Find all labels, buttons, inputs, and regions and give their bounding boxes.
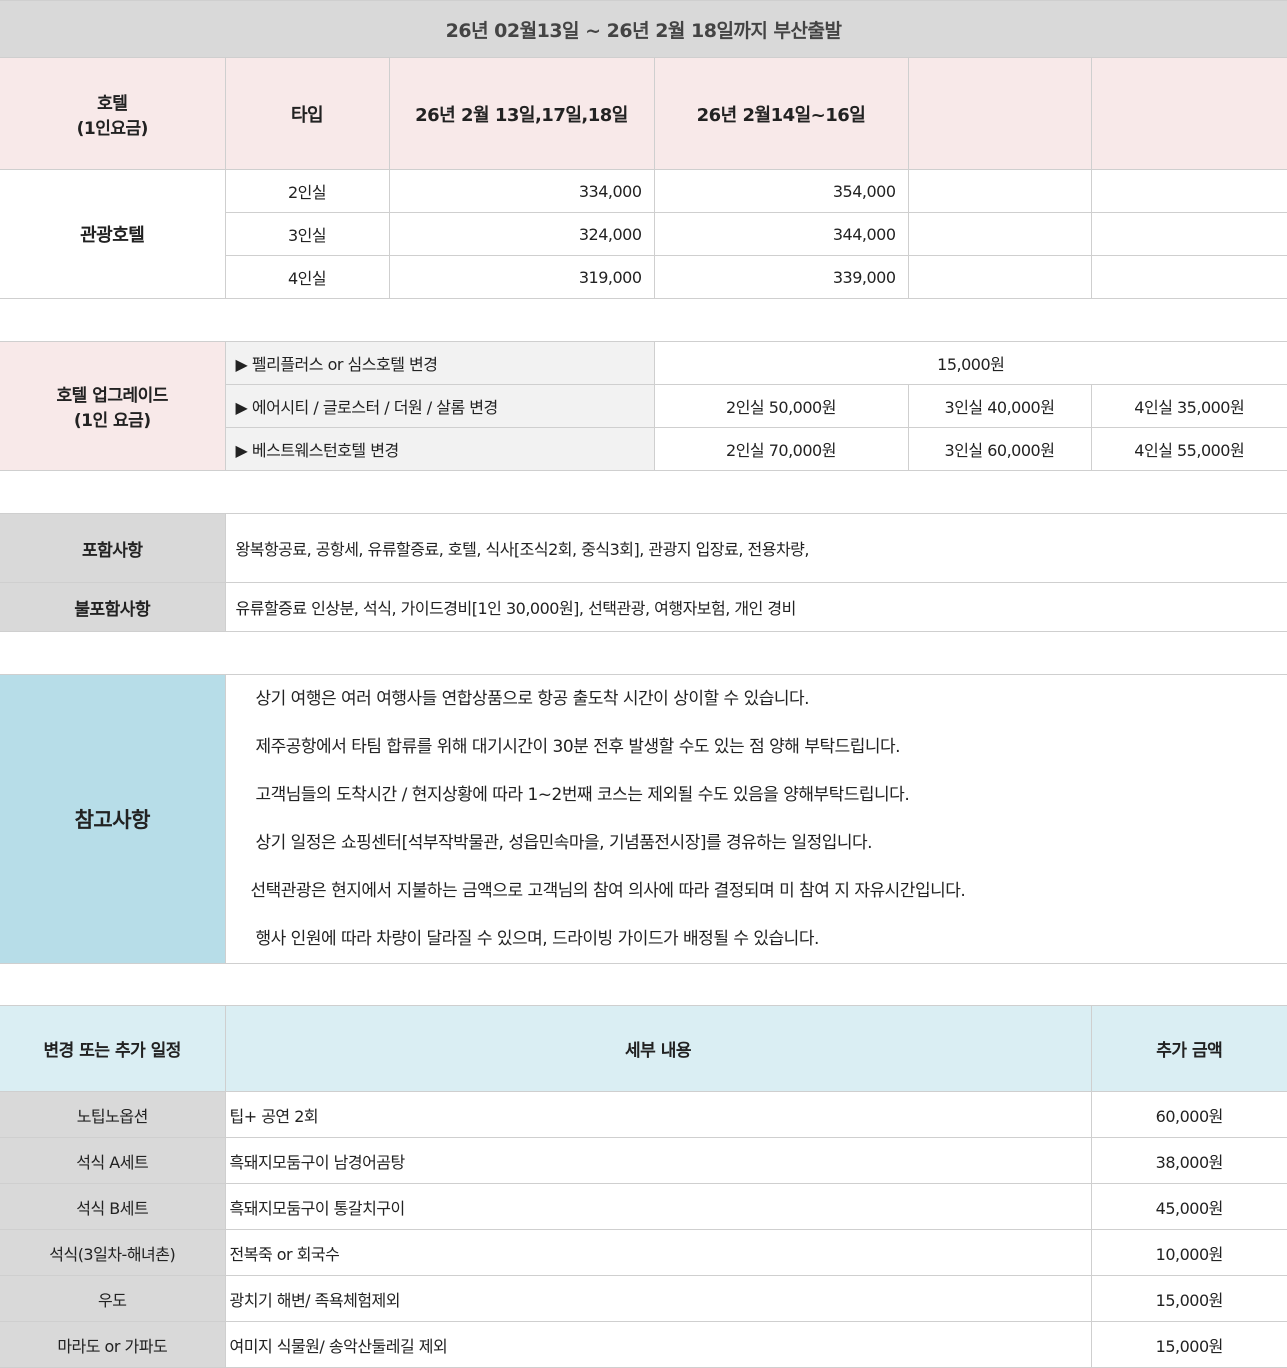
header-date-1: 26년 2월 13일,17일,18일 — [388, 57, 655, 170]
table-row: ▶ 베스트웨스턴호텔 변경 2인실 70,000원 3인실 60,000원 4인… — [0, 427, 1287, 471]
note-item: 제주공항에서 타팀 합류를 위해 대기시간이 30분 전후 발생할 수도 있는 … — [255, 737, 901, 757]
option-name: 석식(3일차-해녀촌) — [0, 1229, 226, 1276]
option-detail: 전복죽 or 회국수 — [224, 1229, 1092, 1276]
option-detail: 여미지 식물원/ 송악산둘레길 제외 — [224, 1321, 1092, 1368]
price: 334,000 — [388, 169, 655, 213]
option-detail: 흑돼지모둠구이 통갈치구이 — [224, 1183, 1092, 1230]
price: 319,000 — [388, 255, 655, 299]
header-empty-2 — [1090, 57, 1287, 170]
room-type: 3인실 — [225, 212, 390, 256]
option-detail: 팁+ 공연 2회 — [224, 1091, 1092, 1138]
upgrade-price: 2인실 70,000원 — [653, 427, 909, 471]
option-price: 10,000원 — [1090, 1229, 1287, 1276]
excluded-label: 불포함사항 — [0, 582, 226, 632]
option-name: 마라도 or 가파도 — [0, 1321, 226, 1368]
option-price: 15,000원 — [1090, 1275, 1287, 1322]
table-row: 노팁노옵션 팁+ 공연 2회 60,000원 — [0, 1091, 1287, 1138]
included-text: 왕복항공료, 공항세, 유류할증료, 호텔, 식사[조식2회, 중식3회], 관… — [224, 513, 1287, 583]
header-hotel: 호텔 (1인요금) — [0, 57, 226, 170]
upgrade-price: 3인실 40,000원 — [907, 384, 1092, 428]
price: 344,000 — [653, 212, 909, 256]
option-detail: 광치기 해변/ 족욕체험제외 — [224, 1275, 1092, 1322]
upgrade-name: ▶ 펠리플러스 or 심스호텔 변경 — [224, 341, 655, 385]
table-row: 4인실 319,000 339,000 — [0, 255, 1287, 299]
price-table-title: 26년 02월13일 ~ 26년 2월 18일까지 부산출발 — [0, 0, 1287, 58]
option-name: 석식 B세트 — [0, 1183, 226, 1230]
upgrade-name: ▶ 베스트웨스턴호텔 변경 — [225, 427, 655, 471]
notes-table: 참고사항 상기 여행은 여러 여행사들 연합상품으로 항공 출도착 시간이 상이… — [0, 674, 1287, 964]
options-table: 변경 또는 추가 일정 세부 내용 추가 금액 노팁노옵션 팁+ 공연 2회 60,… — [0, 1005, 1287, 1368]
table-row: 석식 B세트 흑돼지모둠구이 통갈치구이 45,000원 — [0, 1183, 1287, 1230]
upgrade-table: 호텔 업그레이드 (1인 요금) ▶ 펠리플러스 or 심스호텔 변경 15,0… — [0, 341, 1287, 471]
option-price: 38,000원 — [1090, 1137, 1287, 1184]
table-row: 마라도 or 가파도 여미지 식물원/ 송악산둘레길 제외 15,000원 — [0, 1321, 1287, 1368]
upgrade-price: 4인실 35,000원 — [1090, 384, 1287, 428]
upgrade-price: 4인실 55,000원 — [1090, 427, 1287, 471]
price: 354,000 — [653, 169, 909, 213]
table-row: 호텔 업그레이드 (1인 요금) ▶ 펠리플러스 or 심스호텔 변경 15,0… — [0, 341, 1287, 471]
upgrade-price: 3인실 60,000원 — [907, 427, 1092, 471]
option-name: 석식 A세트 — [0, 1137, 226, 1184]
room-type: 2인실 — [224, 169, 390, 213]
table-row: 관광호텔 2인실 334,000 354,000 — [0, 169, 1287, 299]
note-item: 선택관광은 현지에서 지불하는 금액으로 고객님의 참여 의사에 따라 결정되며… — [250, 881, 966, 901]
hotel-name: 관광호텔 — [0, 169, 226, 299]
header-date-2: 26년 2월14일~16일 — [653, 57, 909, 170]
table-row: 석식(3일차-해녀촌) 전복죽 or 회국수 10,000원 — [0, 1229, 1287, 1276]
excluded-text: 유류할증료 인상분, 석식, 가이드경비[1인 30,000원], 선택관광, … — [224, 582, 1287, 632]
price: 324,000 — [388, 212, 655, 256]
table-row: 석식 A세트 흑돼지모둠구이 남경어곰탕 38,000원 — [0, 1137, 1287, 1184]
notes-list: 상기 여행은 여러 여행사들 연합상품으로 항공 출도착 시간이 상이할 수 있… — [224, 674, 1287, 964]
header-type: 타입 — [224, 57, 390, 170]
note-item: 상기 여행은 여러 여행사들 연합상품으로 항공 출도착 시간이 상이할 수 있… — [255, 689, 810, 709]
note-item: 고객님들의 도착시간 / 현지상황에 따라 1~2번째 코스는 제외될 수도 있… — [255, 785, 910, 805]
option-detail: 흑돼지모둠구이 남경어곰탕 — [224, 1137, 1092, 1184]
table-row: 우도 광치기 해변/ 족욕체험제외 15,000원 — [0, 1275, 1287, 1322]
option-price: 45,000원 — [1090, 1183, 1287, 1230]
header-detail: 세부 내용 — [224, 1005, 1092, 1092]
room-type: 4인실 — [225, 255, 390, 299]
option-name: 노팁노옵션 — [0, 1091, 226, 1138]
option-price: 15,000원 — [1090, 1321, 1287, 1368]
upgrade-price: 2인실 50,000원 — [653, 384, 909, 428]
option-price: 60,000원 — [1090, 1091, 1287, 1138]
price-table: 26년 02월13일 ~ 26년 2월 18일까지 부산출발 호텔 (1인요금)… — [0, 0, 1287, 299]
included-label: 포함사항 — [0, 513, 226, 583]
note-item: 행사 인원에 따라 차량이 달라질 수 있으며, 드라이빙 가이드가 배정될 수… — [255, 929, 820, 949]
header-price: 추가 금액 — [1090, 1005, 1287, 1092]
note-item: 상기 일정은 쇼핑센터[석부작박물관, 성읍민속마을, 기념품전시장]를 경유하… — [255, 833, 873, 853]
price: 339,000 — [653, 255, 909, 299]
upgrade-price: 15,000원 — [653, 341, 1287, 385]
upgrade-label: 호텔 업그레이드 (1인 요금) — [0, 341, 226, 471]
notes-label: 참고사항 — [0, 674, 226, 964]
upgrade-name: ▶ 에어시티 / 글로스터 / 더원 / 살롬 변경 — [225, 384, 655, 428]
option-name: 우도 — [0, 1275, 226, 1322]
table-row: ▶ 에어시티 / 글로스터 / 더원 / 살롬 변경 2인실 50,000원 3… — [0, 384, 1287, 428]
header-empty-1 — [907, 57, 1092, 170]
inclusions-table: 포함사항 왕복항공료, 공항세, 유류할증료, 호텔, 식사[조식2회, 중식3… — [0, 513, 1287, 632]
header-option: 변경 또는 추가 일정 — [0, 1005, 226, 1092]
